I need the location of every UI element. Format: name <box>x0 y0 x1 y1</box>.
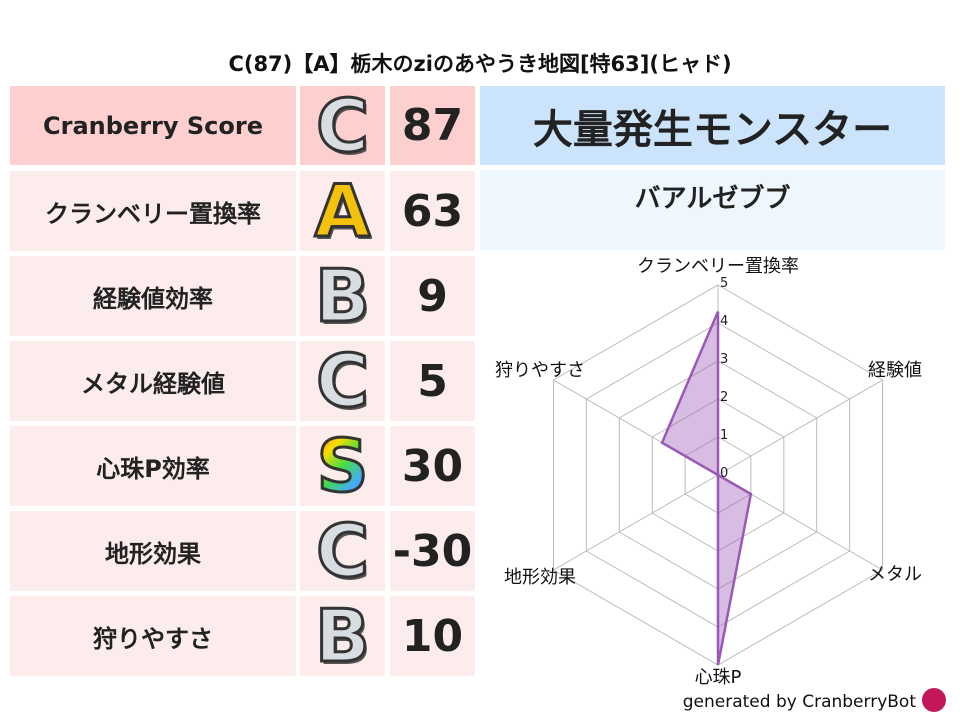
row-value: 30 <box>390 426 475 506</box>
grade-letter: S <box>315 424 370 508</box>
page-title: C(87)【A】栃木のziのあやうき地図[特63](ヒャド) <box>228 52 732 76</box>
radar-axis-label: クランベリー置換率 <box>637 256 799 277</box>
grade-badge: C <box>300 341 385 421</box>
radar-axis-label: 経験値 <box>868 360 922 381</box>
grade-badge: C <box>300 86 385 165</box>
row-value: 87 <box>390 86 475 165</box>
monster-header: 大量発生モンスター <box>480 86 945 165</box>
radar-axis <box>717 379 883 476</box>
radar-series-area <box>660 311 753 666</box>
row-label: 心珠P効率 <box>10 426 296 506</box>
cranberry-bot-logo-icon <box>922 688 946 712</box>
radar-tick-label: 4 <box>720 314 728 329</box>
radar-axis <box>553 474 719 571</box>
radar-tick-label: 5 <box>720 276 728 291</box>
row-value: 9 <box>390 256 475 336</box>
row-label: メタル経験値 <box>10 341 296 421</box>
radar-axis-label: 地形効果 <box>504 567 576 588</box>
radar-axis-label: 心珠P <box>695 667 742 688</box>
radar-tick-label: 0 <box>720 466 728 481</box>
monster-name: バアルゼブブ <box>480 170 945 250</box>
row-label: クランベリー置換率 <box>10 171 296 251</box>
row-label: 狩りやすさ <box>10 596 296 676</box>
row-value: 10 <box>390 596 475 676</box>
row-label: 地形効果 <box>10 511 296 591</box>
grade-letter: C <box>315 339 371 423</box>
row-label: Cranberry Score <box>10 86 296 165</box>
row-value: 5 <box>390 341 475 421</box>
grade-badge: B <box>300 596 385 676</box>
grade-letter: B <box>314 254 372 338</box>
grade-letter: C <box>315 83 371 168</box>
grade-letter: A <box>313 169 372 253</box>
grade-badge: C <box>300 511 385 591</box>
row-value: 63 <box>390 171 475 251</box>
row-value: -30 <box>390 511 475 591</box>
grade-badge: A <box>300 171 385 251</box>
radar-tick-label: 2 <box>720 390 728 405</box>
grade-letter: B <box>314 594 372 678</box>
radar-tick-label: 1 <box>720 428 728 443</box>
radar-axis-label: メタル <box>868 564 922 585</box>
grade-badge: S <box>300 426 385 506</box>
footer-credit: generated by CranberryBot <box>682 692 916 712</box>
row-label: 経験値効率 <box>10 256 296 336</box>
radar-tick-label: 3 <box>720 352 728 367</box>
radar-axis-label: 狩りやすさ <box>495 360 585 381</box>
grade-badge: B <box>300 256 385 336</box>
grade-letter: C <box>315 509 371 593</box>
